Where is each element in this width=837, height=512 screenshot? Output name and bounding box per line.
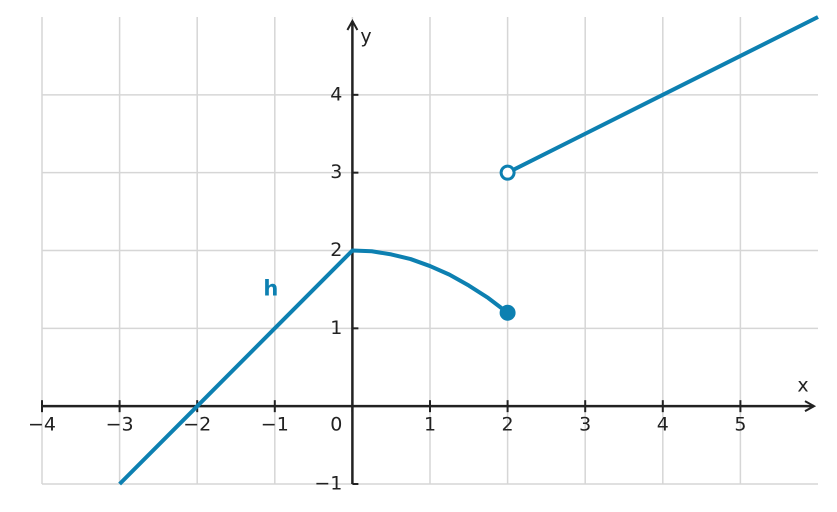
x-tick-label: 0 — [330, 414, 342, 436]
y-axis-label: y — [360, 26, 371, 48]
x-tick-label: −4 — [28, 414, 56, 436]
y-tick-label: 4 — [330, 83, 342, 105]
y-tick-label: 1 — [330, 317, 342, 339]
x-tick-label: 4 — [657, 414, 669, 436]
y-tick-label: −1 — [314, 473, 342, 495]
open-endpoint — [499, 164, 516, 181]
x-tick-label: −3 — [106, 414, 134, 436]
x-tick-label: 5 — [734, 414, 746, 436]
x-tick-label: −2 — [183, 414, 211, 436]
y-tick-label: 2 — [330, 239, 342, 261]
x-tick-label: 2 — [502, 414, 514, 436]
x-tick-label: 3 — [579, 414, 591, 436]
function-line — [118, 15, 819, 486]
closed-endpoint — [499, 304, 516, 321]
x-axis-label: x — [797, 375, 808, 397]
function-label: h — [263, 276, 278, 300]
x-tick-label: 1 — [424, 414, 436, 436]
x-tick-label: −1 — [261, 414, 289, 436]
y-tick-label: 3 — [330, 161, 342, 183]
